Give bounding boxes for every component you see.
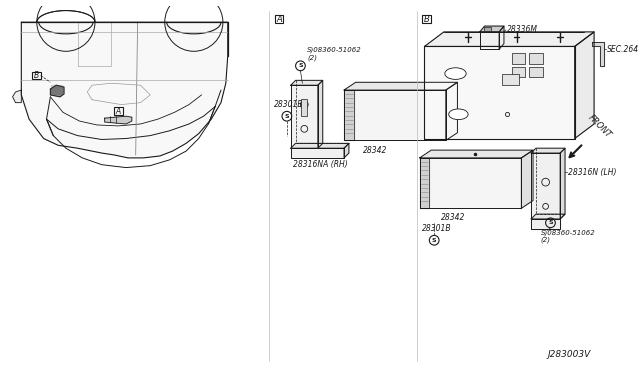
Polygon shape xyxy=(522,150,533,208)
Text: 28316N (LH): 28316N (LH) xyxy=(568,168,616,177)
Bar xyxy=(529,53,543,64)
Bar xyxy=(502,74,520,85)
Text: 28342: 28342 xyxy=(364,146,388,155)
Bar xyxy=(512,67,525,77)
Bar xyxy=(301,99,307,116)
Polygon shape xyxy=(531,219,560,229)
Text: A: A xyxy=(276,15,282,24)
Bar xyxy=(512,53,525,64)
Polygon shape xyxy=(499,26,504,49)
Polygon shape xyxy=(420,158,522,208)
Polygon shape xyxy=(13,90,21,103)
Text: 28301B: 28301B xyxy=(275,100,304,109)
Text: S)08360-51062
(2): S)08360-51062 (2) xyxy=(307,47,362,61)
Text: S: S xyxy=(285,114,289,119)
Bar xyxy=(529,67,543,77)
Polygon shape xyxy=(105,116,132,124)
Polygon shape xyxy=(51,85,64,97)
Text: FRONT: FRONT xyxy=(586,113,613,140)
Bar xyxy=(114,108,123,115)
Polygon shape xyxy=(424,46,575,138)
Polygon shape xyxy=(531,153,560,219)
Polygon shape xyxy=(531,214,565,219)
Ellipse shape xyxy=(445,68,466,79)
Text: 28336M: 28336M xyxy=(507,25,538,35)
Text: S: S xyxy=(432,238,436,243)
Ellipse shape xyxy=(449,109,468,120)
Polygon shape xyxy=(575,32,594,138)
Text: S: S xyxy=(548,220,553,225)
Polygon shape xyxy=(291,85,318,148)
Text: 28301B: 28301B xyxy=(422,224,451,233)
Polygon shape xyxy=(291,143,349,148)
Polygon shape xyxy=(560,148,565,219)
Bar xyxy=(484,27,492,31)
Polygon shape xyxy=(592,42,604,66)
Text: A: A xyxy=(116,107,121,116)
Text: SEC.264: SEC.264 xyxy=(607,45,639,54)
Polygon shape xyxy=(344,143,349,158)
Polygon shape xyxy=(480,26,504,32)
Polygon shape xyxy=(344,90,446,141)
Bar xyxy=(33,72,41,79)
Polygon shape xyxy=(291,148,344,158)
Polygon shape xyxy=(424,32,594,46)
Text: 28316NA (RH): 28316NA (RH) xyxy=(292,160,348,169)
Polygon shape xyxy=(446,82,458,141)
Text: S: S xyxy=(298,63,303,68)
Text: J283003V: J283003V xyxy=(548,350,591,359)
Polygon shape xyxy=(420,150,533,158)
Bar xyxy=(422,15,431,23)
Polygon shape xyxy=(291,80,323,85)
Text: S)08360-51062
(2): S)08360-51062 (2) xyxy=(541,230,596,243)
Polygon shape xyxy=(531,148,565,153)
Text: B: B xyxy=(424,15,429,24)
Polygon shape xyxy=(480,32,499,49)
Polygon shape xyxy=(420,158,429,208)
Text: B: B xyxy=(34,71,40,80)
Polygon shape xyxy=(344,90,354,141)
Polygon shape xyxy=(344,82,458,90)
Text: 28342: 28342 xyxy=(441,214,465,222)
Bar xyxy=(275,15,284,23)
Polygon shape xyxy=(21,22,228,158)
Polygon shape xyxy=(318,80,323,148)
